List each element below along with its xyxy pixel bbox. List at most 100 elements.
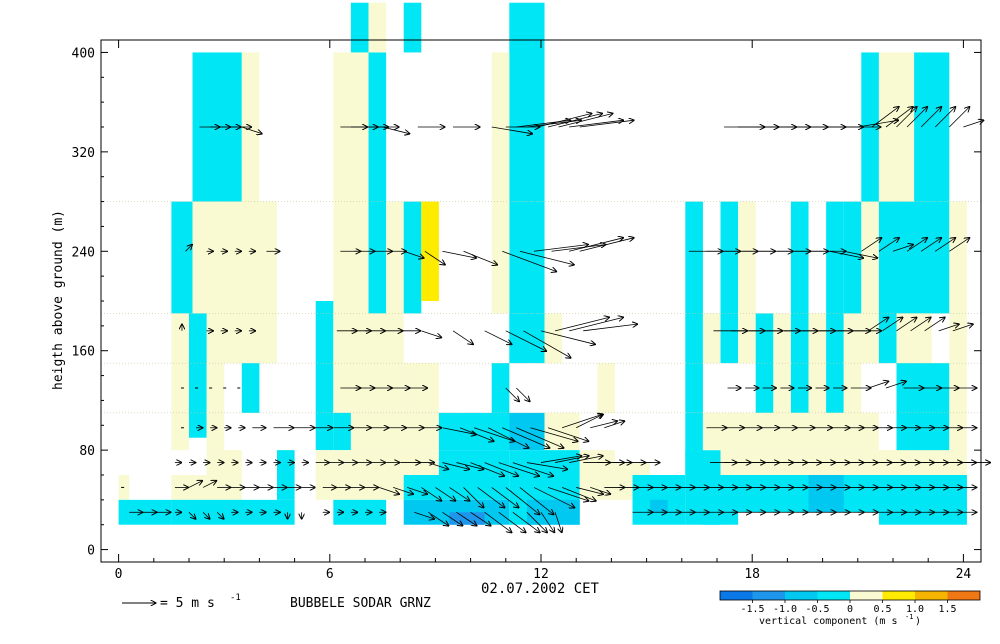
wind-arrow xyxy=(407,487,427,494)
w-cell xyxy=(421,201,439,301)
wind-arrow xyxy=(871,107,899,128)
wind-arrow xyxy=(882,317,902,332)
wind-arrow xyxy=(861,238,881,252)
colorbar-bin xyxy=(752,591,785,600)
wind-arrow xyxy=(604,421,624,429)
wind-arrow xyxy=(449,487,469,501)
wind-arrow xyxy=(473,427,515,442)
wind-arrow xyxy=(868,317,888,332)
w-cell xyxy=(241,363,260,413)
wind-arrow xyxy=(502,250,556,271)
wind-arrow xyxy=(551,244,606,252)
wind-arrow xyxy=(382,126,410,134)
wind-arrow xyxy=(512,462,554,477)
reference-label: = 5 m s xyxy=(160,596,215,611)
y-tick-label: 0 xyxy=(87,544,95,559)
w-cell xyxy=(171,201,193,314)
wind-arrow xyxy=(554,512,562,532)
vertical-component-field xyxy=(118,2,967,525)
w-cell xyxy=(861,201,879,364)
wind-arrow xyxy=(938,324,959,332)
wind-arrow xyxy=(949,238,969,252)
axes: 0 80 160 240 320 400 0 6 12 18 24 xyxy=(72,40,981,582)
w-cell xyxy=(544,412,580,451)
wind-arrow xyxy=(554,317,609,332)
wind-arrow xyxy=(505,387,520,402)
wind-arrow xyxy=(424,250,445,265)
colorbar-bin xyxy=(882,591,915,600)
wind-arrow xyxy=(442,462,469,470)
wind-arrow xyxy=(519,250,574,265)
wind-arrow xyxy=(857,120,899,128)
colorbar-label-close: ) xyxy=(915,616,921,627)
wind-arrow xyxy=(456,462,484,470)
w-cell xyxy=(509,2,545,202)
wind-arrow xyxy=(561,414,603,429)
w-cell xyxy=(808,313,827,413)
w-cell xyxy=(878,201,897,364)
colorbar-tick-label: -1.0 xyxy=(773,604,797,615)
wind-arrow xyxy=(952,324,973,332)
y-tick-label: 80 xyxy=(79,444,95,459)
w-cell xyxy=(826,487,844,500)
w-cell xyxy=(843,313,862,413)
wind-arrow xyxy=(484,330,512,345)
wind-arrow xyxy=(576,414,603,429)
w-cell xyxy=(738,201,756,364)
wind-arrow xyxy=(878,238,899,252)
w-cell xyxy=(368,2,387,53)
w-cell xyxy=(206,363,225,413)
wind-arrow xyxy=(477,487,505,507)
wind-arrow xyxy=(885,381,906,389)
colorbar-bin xyxy=(785,591,818,600)
wind-arrow xyxy=(421,487,441,501)
colorbar-bin xyxy=(720,591,753,600)
w-cell xyxy=(720,201,739,364)
w-cell xyxy=(509,412,545,451)
colorbar-tick-label: 1.5 xyxy=(938,604,956,615)
w-cell xyxy=(702,313,721,364)
w-cell xyxy=(403,2,422,53)
wind-arrow xyxy=(576,487,603,494)
w-cell xyxy=(949,363,967,475)
w-cell xyxy=(491,201,510,314)
colorbar-label-exponent: -1 xyxy=(905,613,913,621)
wind-arrow xyxy=(569,456,603,463)
w-cell xyxy=(526,499,580,525)
wind-arrow xyxy=(202,481,217,488)
wind-arrow xyxy=(488,427,529,448)
w-cell xyxy=(509,201,545,314)
wind-arrow xyxy=(561,487,596,501)
w-cell xyxy=(277,450,295,500)
w-cell xyxy=(386,201,404,314)
wind-arrow xyxy=(934,107,955,128)
wind-arrow xyxy=(241,126,262,134)
wind-arrow xyxy=(579,120,634,128)
w-cell xyxy=(350,412,439,451)
wind-arrow xyxy=(463,487,484,507)
wind-arrow xyxy=(185,244,192,252)
wind-arrow xyxy=(558,113,613,128)
wind-arrow xyxy=(435,487,455,501)
colorbar-caption: vertical component (m s -1 ) xyxy=(759,613,921,627)
wind-arrow xyxy=(540,456,582,463)
wind-arrow xyxy=(428,462,448,470)
wind-arrow xyxy=(910,317,931,332)
w-cell xyxy=(333,412,351,451)
colorbar-bin xyxy=(915,591,948,600)
x-tick-label: 12 xyxy=(533,567,549,582)
y-axis-label: heigth above ground (m) xyxy=(51,210,66,390)
w-cell xyxy=(685,201,703,413)
y-tick-label: 240 xyxy=(72,245,95,260)
w-cell xyxy=(826,201,844,413)
w-cell xyxy=(350,2,369,53)
wind-arrow xyxy=(547,113,602,128)
wind-arrow xyxy=(963,120,983,128)
wind-arrow xyxy=(456,511,477,526)
w-cell xyxy=(403,475,510,500)
w-cell xyxy=(171,313,189,413)
wind-arrow xyxy=(502,427,550,448)
wind-arrow xyxy=(421,330,441,338)
y-tick-label: 400 xyxy=(72,46,95,61)
w-cell xyxy=(597,363,615,413)
